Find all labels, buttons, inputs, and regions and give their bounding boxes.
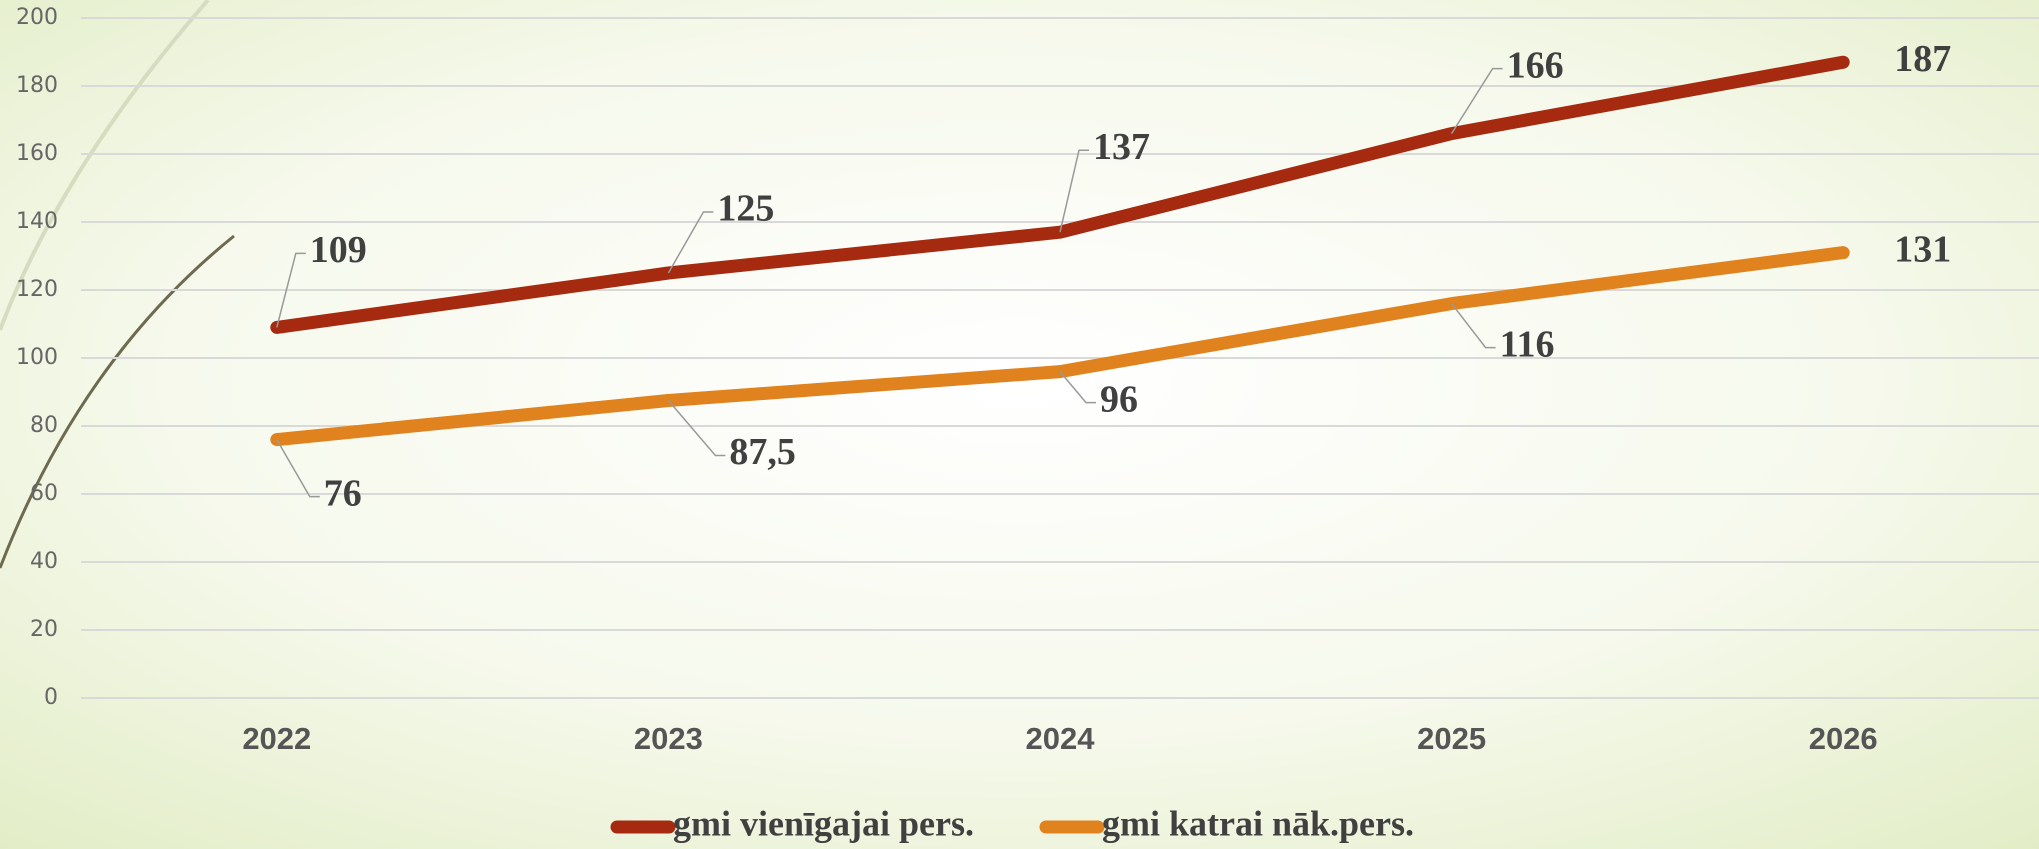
y-tick-label: 80 — [30, 413, 58, 438]
data-label: 137 — [1093, 126, 1150, 168]
grid — [81, 17, 2039, 699]
leader-line — [1059, 149, 1089, 233]
leader-line — [1059, 371, 1096, 404]
leader-line — [1451, 303, 1496, 349]
x-tick-label: 2025 — [1417, 721, 1486, 756]
leader-line — [1450, 67, 1503, 135]
legend-label: gmi katrai nāk.pers. — [1102, 803, 1414, 843]
x-tick-label: 2023 — [634, 721, 703, 756]
legend-label: gmi vienīgajai pers. — [673, 803, 974, 843]
plot: 109 125 137 166 187 76 87,5 96 116 131 — [270, 38, 1951, 514]
y-tick-label: 0 — [44, 685, 58, 710]
leader-line — [276, 252, 306, 328]
data-label: 109 — [310, 229, 367, 271]
x-tick-label: 2022 — [242, 721, 311, 756]
data-label: 125 — [717, 188, 774, 230]
y-tick-label: 120 — [16, 277, 58, 302]
leader-line — [667, 211, 714, 274]
y-tick-label: 160 — [16, 141, 58, 166]
y-tick-label: 180 — [16, 73, 58, 98]
y-tick-label: 20 — [30, 617, 58, 642]
data-label: 96 — [1100, 378, 1138, 420]
data-label: 166 — [1507, 44, 1564, 86]
y-tick-label: 40 — [30, 549, 58, 574]
decor-arc — [0, 0, 210, 331]
decor-arc — [0, 234, 235, 569]
data-label: 187 — [1894, 38, 1951, 80]
x-tick-label: 2024 — [1026, 721, 1096, 756]
data-label: 76 — [324, 472, 362, 514]
data-label: 131 — [1894, 228, 1951, 270]
y-tick-label: 100 — [16, 345, 58, 370]
y-tick-label: 60 — [30, 481, 58, 506]
leader-line — [276, 439, 320, 498]
data-label: 87,5 — [729, 431, 796, 473]
y-tick-label: 200 — [16, 5, 58, 30]
y-tick-label: 140 — [16, 209, 58, 234]
leader-line — [667, 400, 726, 457]
data-label: 116 — [1500, 323, 1555, 365]
x-tick-label: 2026 — [1809, 721, 1878, 756]
